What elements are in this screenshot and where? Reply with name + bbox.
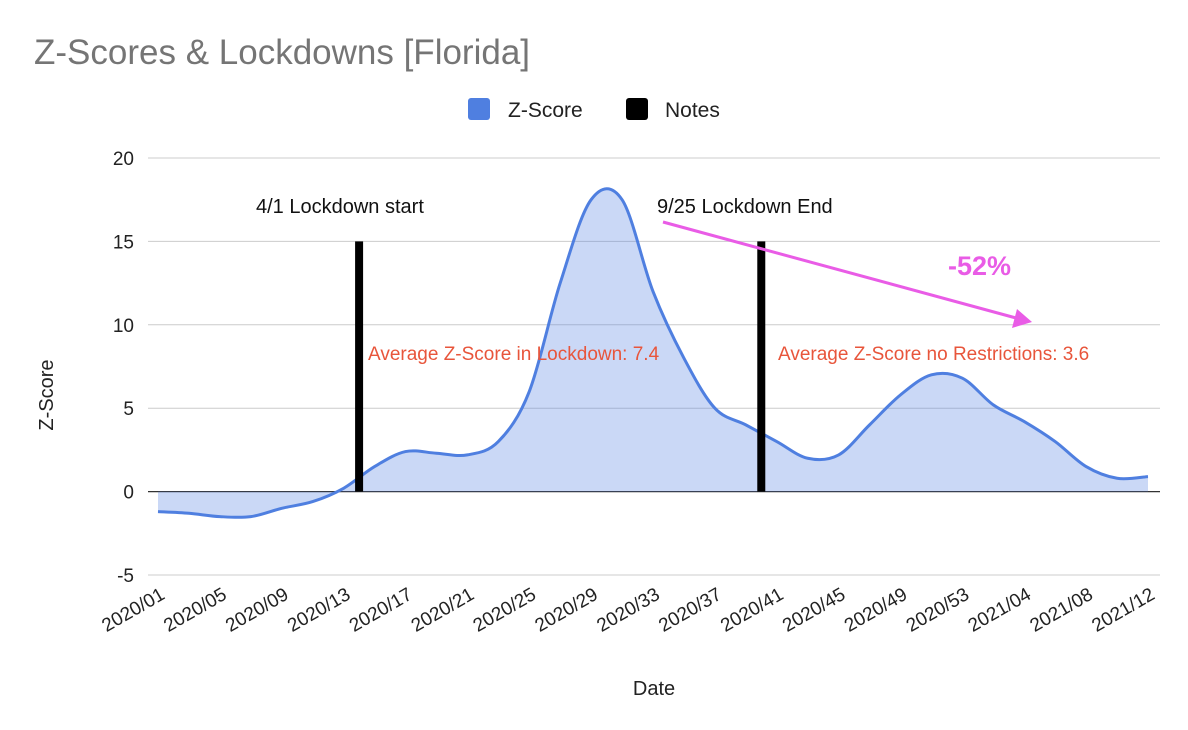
notes-bar <box>355 241 364 492</box>
y-tick-label: 10 <box>113 316 134 337</box>
x-tick-label: 2020/21 <box>408 584 478 637</box>
y-axis-ticks: -5 0 5 10 15 20 <box>113 149 134 587</box>
y-tick-label: 15 <box>113 232 134 253</box>
notes-series <box>355 241 766 492</box>
x-tick-label: 2020/41 <box>717 584 787 637</box>
x-tick-label: 2020/37 <box>655 584 725 637</box>
x-tick-label: 2020/13 <box>284 584 354 637</box>
y-tick-label: 5 <box>123 399 134 420</box>
legend-label-notes: Notes <box>665 99 720 122</box>
legend: Z-Score Notes <box>468 98 720 122</box>
x-tick-label: 2021/12 <box>1089 584 1159 637</box>
y-tick-label: 0 <box>123 483 134 504</box>
y-axis-title: Z-Score <box>36 359 58 430</box>
x-tick-label: 2020/53 <box>903 584 973 637</box>
x-tick-label: 2020/29 <box>532 584 602 637</box>
x-tick-label: 2020/05 <box>160 584 230 637</box>
y-tick-label: -5 <box>117 566 134 587</box>
x-tick-label: 2020/17 <box>346 584 416 637</box>
x-tick-label: 2021/08 <box>1027 584 1097 637</box>
legend-swatch-notes <box>626 98 648 120</box>
x-axis-ticks: 2020/012020/052020/092020/132020/172020/… <box>99 584 1159 637</box>
legend-swatch-z-score <box>468 98 490 120</box>
x-tick-label: 2020/49 <box>841 584 911 637</box>
notes-bar <box>757 241 766 492</box>
z-score-series <box>157 187 1149 519</box>
annotation-lockdown-end: 9/25 Lockdown End <box>657 196 833 218</box>
x-tick-label: 2020/33 <box>594 584 664 637</box>
x-tick-label: 2020/45 <box>779 584 849 637</box>
z-score-line <box>157 187 1149 519</box>
annotation-lockdown-start: 4/1 Lockdown start <box>256 196 424 218</box>
annotation-percent-change: -52% <box>948 251 1011 281</box>
chart-title: Z-Scores & Lockdowns [Florida] <box>34 33 530 72</box>
x-tick-label: 2020/09 <box>222 584 292 637</box>
x-tick-label: 2021/04 <box>965 584 1035 637</box>
x-axis-title: Date <box>633 678 675 700</box>
z-score-area <box>158 188 1148 518</box>
x-tick-label: 2020/25 <box>470 584 540 637</box>
y-tick-label: 20 <box>113 149 134 170</box>
annotation-average-lockdown: Average Z-Score in Lockdown: 7.4 <box>368 344 660 365</box>
legend-label-z-score: Z-Score <box>508 99 583 122</box>
x-tick-label: 2020/01 <box>99 584 169 637</box>
annotation-average-no-restrictions: Average Z-Score no Restrictions: 3.6 <box>778 344 1089 365</box>
trend-arrow <box>662 220 1032 328</box>
gridlines <box>148 157 1160 576</box>
